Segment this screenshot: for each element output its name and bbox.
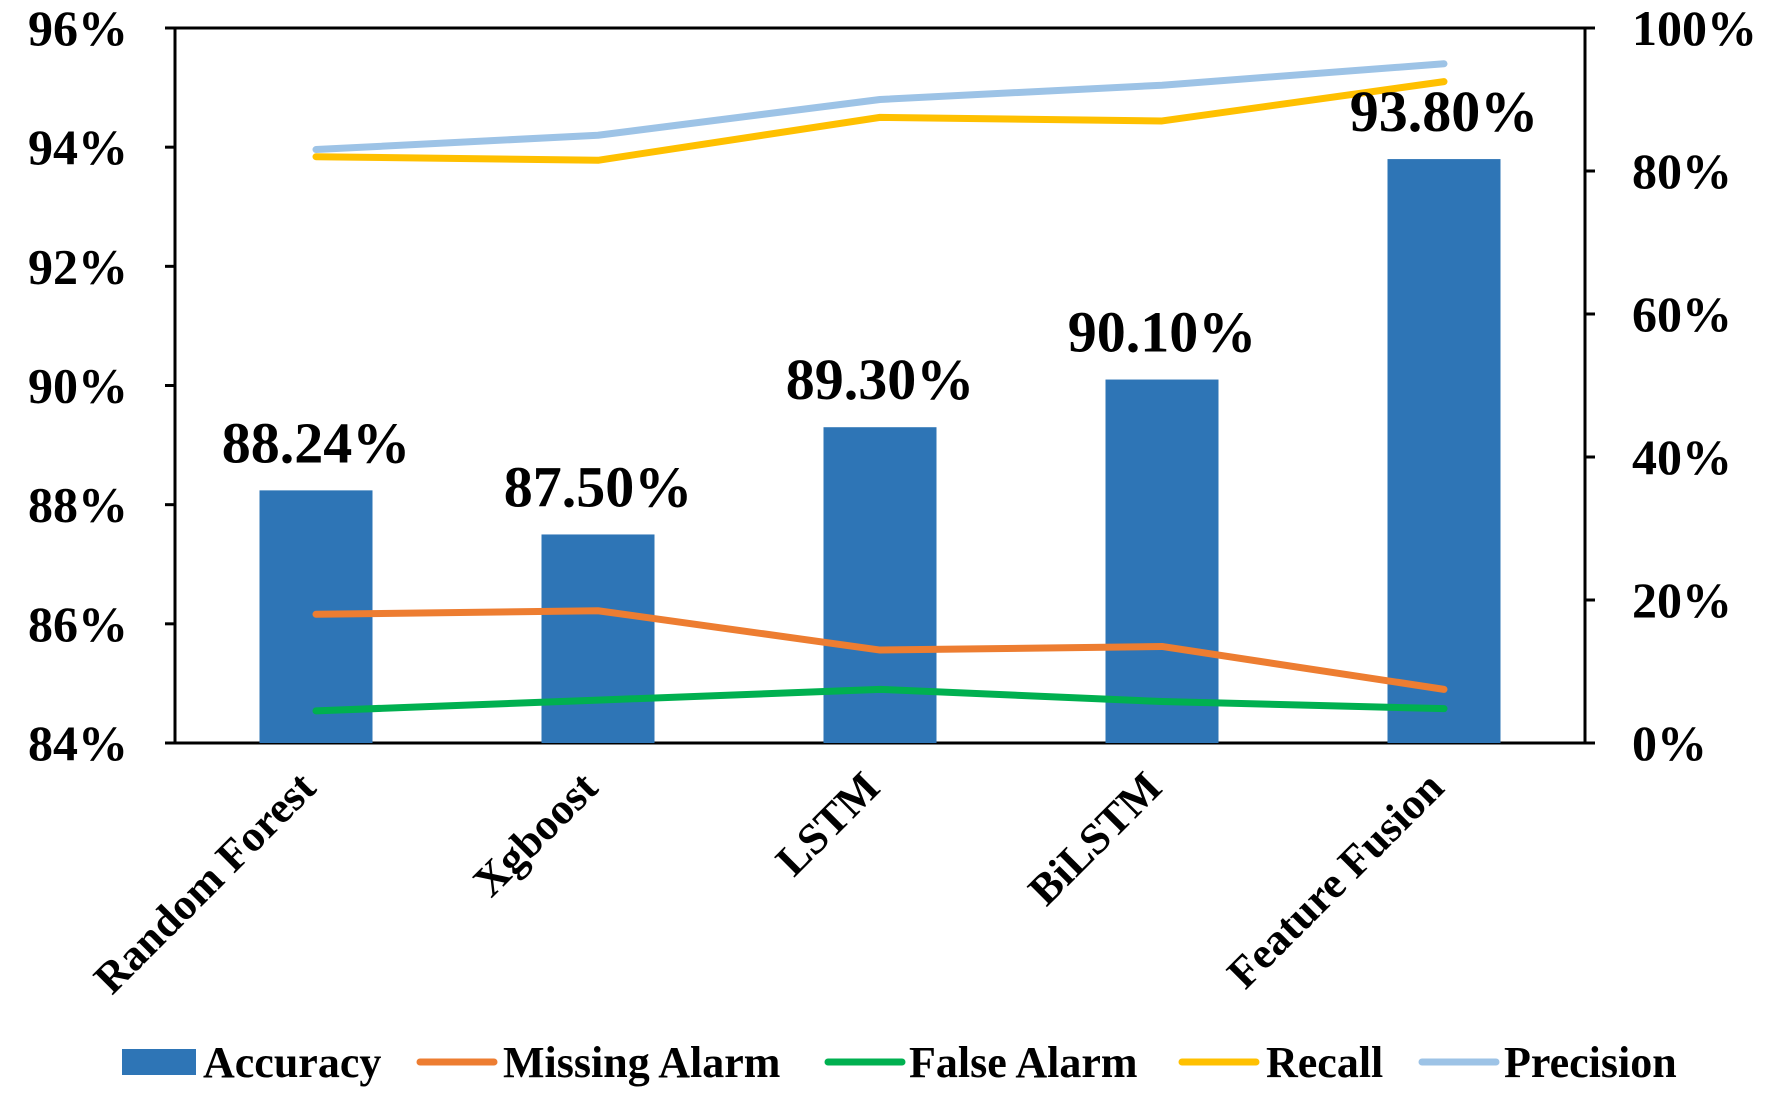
- bar-xgboost: [541, 534, 655, 743]
- data-label-1: 87.50%: [504, 454, 693, 519]
- left-tick-label: 86%: [28, 596, 128, 652]
- bar-series-group: [259, 159, 1501, 744]
- line-precision: [312, 60, 1448, 154]
- bar-lstm: [823, 427, 937, 743]
- line-recall: [312, 78, 1448, 164]
- right-y-axis: 0% 20% 40% 60% 80% 100%: [1585, 0, 1757, 771]
- data-labels-group: 88.24% 87.50% 89.30% 90.10% 93.80%: [222, 79, 1539, 519]
- left-tick-label: 94%: [28, 119, 128, 175]
- right-tick-label: 0%: [1632, 715, 1707, 771]
- left-tick-label: 92%: [28, 238, 128, 294]
- right-tick-label: 20%: [1632, 572, 1732, 628]
- data-label-4: 93.80%: [1350, 79, 1539, 144]
- line-false-alarm: [312, 685, 1448, 715]
- bar-feature-fusion: [1387, 159, 1501, 744]
- right-tick-label: 40%: [1632, 429, 1732, 485]
- legend-swatch-accuracy: [122, 1049, 196, 1075]
- left-tick-label: 84%: [28, 715, 128, 771]
- category-label: Xgboost: [464, 762, 608, 906]
- data-label-3: 90.10%: [1068, 300, 1257, 365]
- legend-label-false-alarm: False Alarm: [909, 1038, 1138, 1087]
- left-tick-label: 88%: [28, 477, 128, 533]
- right-tick-label: 60%: [1632, 286, 1732, 342]
- left-tick-label: 90%: [28, 358, 128, 414]
- line-series-group: [312, 60, 1448, 715]
- left-y-axis: 84% 86% 88% 90% 92% 94% 96%: [28, 0, 175, 771]
- legend-label-recall: Recall: [1266, 1038, 1383, 1087]
- legend-label-missing-alarm: Missing Alarm: [503, 1038, 780, 1087]
- legend-label-precision: Precision: [1504, 1038, 1677, 1087]
- legend: Accuracy Missing Alarm False Alarm Recall Pr…: [122, 1038, 1677, 1087]
- bar-bilstm: [1105, 379, 1219, 743]
- data-label-0: 88.24%: [222, 410, 411, 475]
- line-missing-alarm: [312, 607, 1448, 693]
- right-tick-label: 100%: [1632, 0, 1757, 56]
- left-tick-label: 96%: [28, 0, 128, 56]
- x-axis-categories: Random Forest Xgboost LSTM BiLSTM Feature Fu…: [84, 762, 1453, 1003]
- legend-label-accuracy: Accuracy: [203, 1038, 381, 1087]
- category-label: BiLSTM: [1019, 762, 1171, 914]
- category-label: LSTM: [766, 762, 889, 885]
- category-label: Feature Fusion: [1218, 762, 1453, 997]
- right-tick-label: 80%: [1632, 143, 1732, 199]
- data-label-2: 89.30%: [786, 347, 975, 412]
- category-label: Random Forest: [84, 762, 325, 1003]
